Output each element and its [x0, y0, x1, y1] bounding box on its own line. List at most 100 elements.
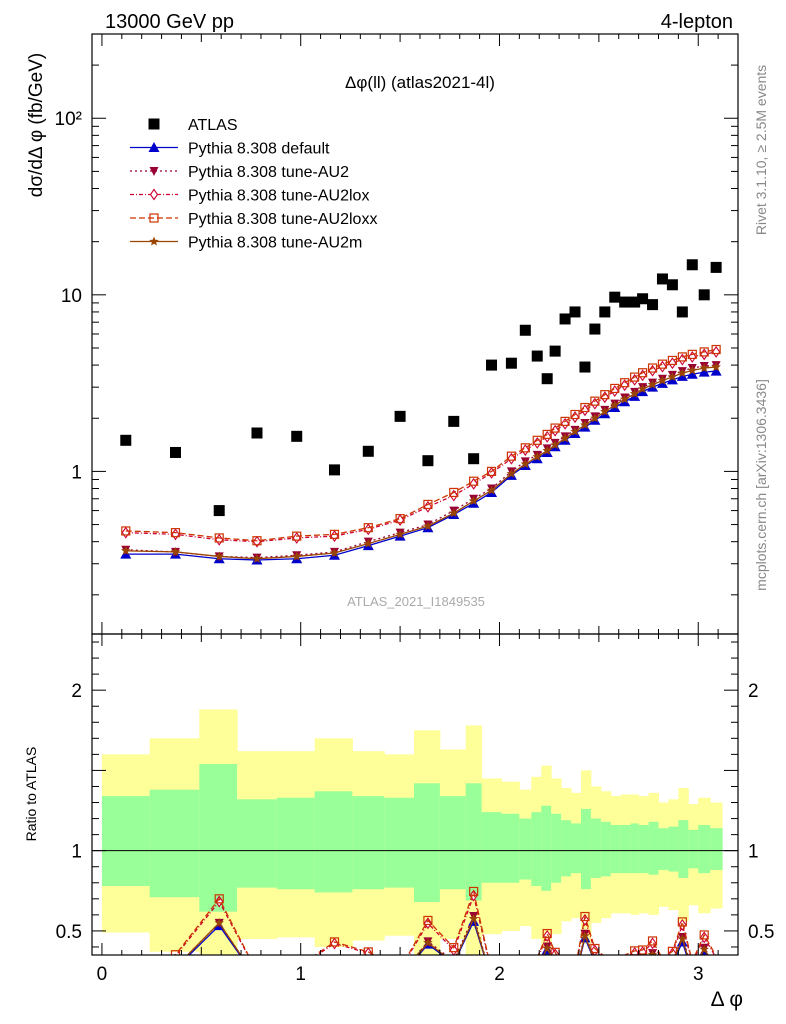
y-tick-label: 1	[71, 462, 82, 483]
point-atlas	[213, 505, 225, 517]
ratio-bands	[101, 709, 723, 955]
ratio-band-inner	[580, 808, 592, 890]
point-atlas	[609, 291, 621, 303]
point-au2lox	[423, 500, 433, 513]
legend-entry-au2loxx: Pythia 8.308 tune-AU2loxx	[130, 211, 377, 228]
x-tick-label: 1	[295, 964, 306, 985]
point-au2lox	[121, 526, 130, 539]
point-au2loxx	[449, 487, 459, 498]
point-atlas	[169, 446, 181, 458]
point-atlas	[362, 445, 374, 457]
legend-marker-au2m	[149, 236, 159, 246]
point-au2loxx	[590, 396, 600, 406]
point-au2loxx	[486, 466, 497, 477]
ratio-band-inner	[384, 797, 415, 888]
ratio-band-inner	[571, 823, 582, 874]
point-au2m	[550, 440, 560, 450]
point-atlas	[710, 261, 722, 273]
ratio-band-inner	[658, 828, 669, 870]
point-atlas	[629, 296, 641, 308]
ratio-band-inner	[668, 826, 679, 872]
point-atlas	[686, 259, 698, 271]
point-au2lox	[292, 531, 301, 544]
point-au2m	[637, 383, 648, 394]
legend-label-au2lox: Pythia 8.308 tune-AU2lox	[188, 188, 369, 205]
point-au2lox	[395, 514, 405, 527]
point-au2m	[363, 538, 374, 548]
point-au2lox	[600, 391, 609, 404]
point-au2m	[121, 545, 131, 555]
ratio-band-inner	[199, 764, 238, 912]
rivet-label: Rivet 3.1.10, ≥ 2.5M events	[753, 65, 769, 235]
point-au2m	[170, 546, 181, 556]
point-au2m	[647, 379, 658, 389]
ratio-point-au2m	[423, 937, 433, 947]
ratio-y-tick-label-left: 0.5	[56, 922, 82, 943]
y-tick-label: 10	[61, 286, 82, 307]
point-au2m	[214, 551, 224, 561]
ratio-band-inner	[465, 783, 483, 901]
ratio-y-tick-label-left: 1	[71, 842, 82, 863]
ratio-point-au2m	[699, 944, 709, 954]
point-au2m	[699, 363, 709, 373]
ratio-point-au2m	[580, 930, 590, 940]
point-au2lox	[700, 348, 709, 361]
point-au2m	[252, 553, 262, 563]
point-au2lox	[560, 417, 570, 430]
header-right: 4-lepton	[661, 11, 733, 33]
ratio-point-au2loxx	[647, 936, 658, 946]
point-au2m	[610, 400, 620, 410]
x-axis-label: Δ φ	[711, 988, 743, 1011]
point-au2loxx	[610, 383, 620, 394]
series-au2lox	[121, 345, 721, 548]
point-au2m	[677, 368, 688, 378]
point-au2loxx	[560, 416, 570, 426]
series-line-au2loxx	[125, 348, 717, 542]
watermark: ATLAS_2021_I1849535	[347, 594, 485, 609]
point-au2loxx	[170, 528, 181, 538]
point-au2loxx	[423, 499, 433, 510]
point-au2m	[580, 420, 590, 430]
ratio-band-inner	[439, 796, 467, 890]
point-au2loxx	[711, 344, 721, 355]
ratio-band-inner	[481, 812, 502, 883]
point-atlas	[328, 464, 340, 476]
point-au2m	[600, 406, 610, 416]
ratio-point-au2m	[677, 933, 688, 943]
point-au2lox	[469, 477, 478, 490]
ratio-band-inner	[551, 813, 562, 883]
point-atlas	[666, 279, 678, 291]
ratio-point-au2lox	[630, 947, 639, 955]
point-au2m	[570, 426, 580, 436]
legend-label-atlas: ATLAS	[188, 117, 238, 134]
point-au2m	[590, 413, 600, 423]
point-atlas	[619, 296, 631, 308]
point-au2lox	[630, 373, 639, 386]
point-au2loxx	[520, 443, 530, 453]
ratio-point-au2loxx	[667, 946, 678, 955]
ratio-point-au2loxx	[363, 947, 373, 955]
point-au2loxx	[600, 390, 610, 400]
point-au2lox	[550, 424, 560, 437]
series-line-au2	[125, 364, 717, 559]
point-atlas	[579, 361, 591, 373]
point-atlas	[637, 293, 649, 305]
ratio-point-au2loxx	[580, 911, 590, 922]
ratio-point-au2loxx	[469, 886, 479, 897]
point-au2m	[486, 485, 497, 495]
legend-label-au2: Pythia 8.308 tune-AU2	[188, 164, 349, 181]
ratio-y-tick-label-right: 0.5	[748, 922, 774, 943]
ratio-y-tick-label-right: 2	[748, 681, 759, 702]
point-au2loxx	[677, 352, 687, 362]
series-au2m	[121, 362, 721, 563]
point-au2loxx	[292, 531, 302, 541]
legend-entry-au2lox: Pythia 8.308 tune-AU2lox	[130, 188, 369, 205]
point-default	[686, 368, 698, 379]
legend-marker-au2	[149, 167, 159, 176]
point-au2loxx	[542, 429, 552, 440]
point-atlas	[647, 299, 659, 311]
legend-label-au2loxx: Pythia 8.308 tune-AU2loxx	[188, 211, 377, 228]
x-tick-label: 2	[494, 964, 505, 985]
point-au2loxx	[363, 523, 373, 533]
point-au2m	[542, 445, 552, 455]
